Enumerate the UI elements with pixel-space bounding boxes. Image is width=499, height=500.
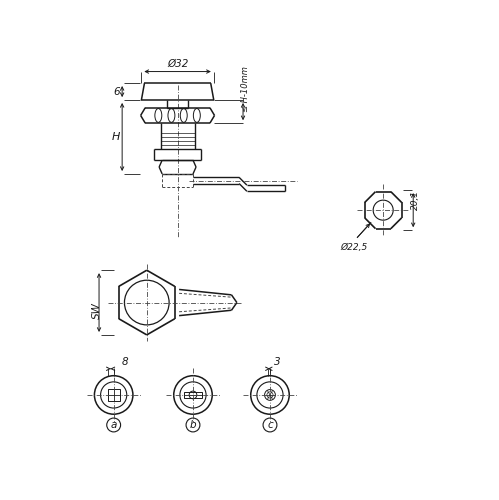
Text: 8: 8 bbox=[121, 357, 128, 367]
Text: c: c bbox=[267, 420, 273, 430]
Bar bbox=[107, 389, 120, 401]
Text: a: a bbox=[110, 420, 117, 430]
Text: 20,1: 20,1 bbox=[411, 190, 420, 210]
Bar bbox=[184, 392, 202, 398]
Text: Ø32: Ø32 bbox=[167, 59, 188, 69]
Text: ≤ H-10mm: ≤ H-10mm bbox=[241, 66, 250, 112]
Text: b: b bbox=[190, 420, 196, 430]
Text: 3: 3 bbox=[274, 357, 280, 367]
Text: Ø22,5: Ø22,5 bbox=[340, 244, 368, 252]
Text: H: H bbox=[111, 132, 120, 142]
Text: SW: SW bbox=[92, 302, 102, 320]
Text: 6: 6 bbox=[113, 86, 120, 97]
